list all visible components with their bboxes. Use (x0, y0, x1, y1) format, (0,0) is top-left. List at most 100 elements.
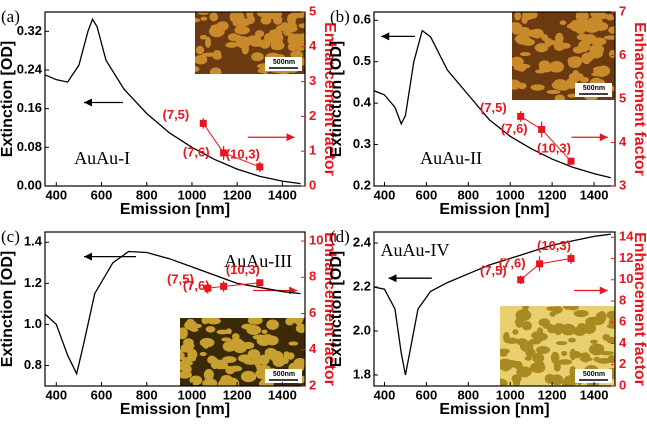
grain (247, 349, 260, 360)
y-tick-label: 0.3 (353, 136, 371, 151)
enhancement-point (220, 283, 227, 290)
grain (512, 329, 518, 335)
grain (265, 348, 277, 358)
grain (582, 53, 594, 63)
grain (522, 39, 535, 46)
scale-label: 500nm (273, 371, 295, 378)
grain (585, 317, 601, 325)
y2-tick-label: 4 (309, 38, 317, 53)
grain (217, 21, 229, 30)
grain (207, 317, 221, 324)
grain (258, 68, 266, 73)
grain (200, 352, 207, 356)
enhancement-point (517, 276, 524, 283)
x-tick-label: 1200 (223, 187, 252, 202)
enhancement-point (567, 158, 574, 165)
sample-label: AuAu-I (74, 148, 130, 168)
y2-tick-label: 1 (309, 143, 316, 158)
grain (277, 25, 292, 29)
x-tick-label: 800 (136, 387, 158, 402)
inset-image: 500nm (175, 314, 307, 390)
y-tick-label: 0.8 (24, 357, 42, 372)
grain (241, 371, 256, 382)
y2-tick-label: 0 (309, 177, 316, 192)
grain (282, 356, 289, 364)
grain (599, 351, 614, 355)
enhancement-point (256, 279, 263, 286)
grain (602, 334, 610, 341)
x-tick-label: 1000 (496, 187, 525, 202)
grain (522, 304, 529, 311)
grain (248, 316, 263, 325)
panel-label: (b) (330, 7, 350, 26)
grain (230, 366, 242, 372)
grain (597, 66, 610, 77)
grain (294, 41, 306, 51)
enhancement-line (521, 259, 571, 280)
grain (190, 376, 203, 386)
x-tick-label: 1000 (177, 187, 206, 202)
y-tick-label: 0.6 (353, 12, 371, 27)
x-tick-label: 1400 (268, 187, 297, 202)
point-label: (7,6) (183, 144, 210, 159)
grain (288, 33, 296, 40)
grain (512, 30, 520, 34)
x-tick-label: 600 (416, 387, 438, 402)
enhancement-point (538, 126, 545, 133)
grain (572, 60, 582, 64)
y2-tick-label: 2 (619, 356, 626, 371)
y2-tick-label: 2 (309, 108, 316, 123)
grain (177, 350, 183, 358)
grain (247, 15, 255, 24)
grain (203, 380, 210, 386)
grain (237, 29, 243, 33)
grain (561, 351, 567, 356)
grain (177, 327, 188, 339)
grain (506, 80, 521, 90)
x-tick-label: 1200 (223, 387, 252, 402)
enhancement-point (517, 113, 524, 120)
x-tick-label: 600 (91, 387, 113, 402)
grain (585, 24, 599, 33)
grain (547, 327, 558, 333)
grain (295, 315, 302, 326)
grain (216, 330, 228, 335)
grain (520, 52, 531, 56)
grain (209, 12, 218, 21)
y2-tick-label: 4 (619, 134, 627, 149)
inset-image: 500nm (506, 9, 621, 103)
grain (212, 360, 227, 370)
grain (608, 26, 620, 33)
x-tick-label: 1000 (496, 387, 525, 402)
arrow-head (381, 32, 389, 40)
y-tick-label: 1.4 (24, 234, 43, 249)
grain (531, 84, 545, 91)
x-axis-label: Emission [nm] (120, 201, 230, 218)
grain (594, 357, 600, 362)
grain (560, 20, 567, 25)
y-tick-label: 1.8 (353, 366, 371, 381)
grain (190, 18, 200, 22)
grain (569, 349, 576, 360)
enhancement-point (567, 255, 574, 262)
grain (175, 365, 185, 370)
grain (606, 16, 614, 20)
grain (576, 18, 584, 23)
grain (233, 21, 245, 27)
arrow-head (84, 253, 92, 261)
y2-tick-label: 8 (309, 269, 316, 284)
y2-tick-label: 8 (619, 292, 626, 307)
y2-tick-label: 5 (619, 90, 626, 105)
arrow-head (287, 133, 295, 141)
enhancement-point (536, 260, 543, 267)
point-label: (10,3) (226, 146, 260, 161)
grain (579, 353, 588, 359)
y-tick-label: 0.16 (17, 100, 42, 115)
scale-label: 500nm (273, 59, 295, 66)
grain (609, 50, 618, 58)
grain (568, 338, 576, 343)
grain (525, 356, 532, 361)
x-tick-label: 800 (457, 187, 479, 202)
grain (563, 81, 573, 87)
grain (229, 338, 243, 347)
